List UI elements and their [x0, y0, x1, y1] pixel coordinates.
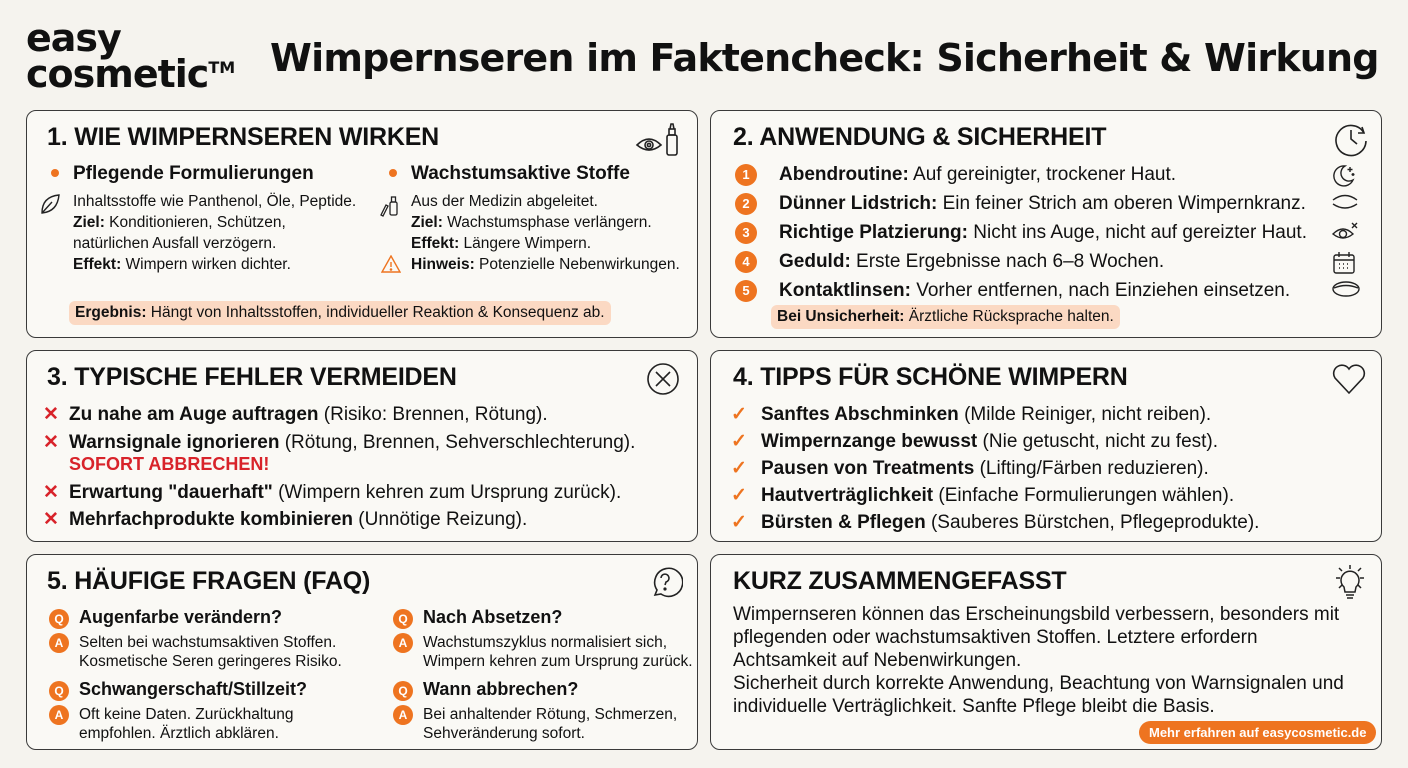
step-number: 4	[735, 251, 757, 273]
tip-item: ✓ Wimpernzange bewusst (Nie getuscht, nic…	[731, 431, 1219, 452]
moon-icon	[1331, 163, 1357, 192]
step-number: 5	[735, 280, 757, 302]
step-item: 1 Abendroutine: Auf gereinigter, trocken…	[735, 163, 1365, 187]
check-icon: ✓	[731, 404, 747, 425]
leaf-icon	[39, 193, 61, 220]
summary-paragraph: Wimpernseren können das Erscheinungsbild…	[733, 604, 1340, 671]
result-note: Ergebnis: Hängt von Inhaltsstoffen, indi…	[69, 301, 611, 325]
brand-logo: easy cosmeticTM	[26, 16, 236, 93]
summary-text: Wimpernseren können das Erscheinungsbild…	[733, 603, 1363, 718]
tip-item: ✓ Sanftes Abschminken (Milde Reiniger, ni…	[731, 404, 1212, 425]
learn-more-link[interactable]: Mehr erfahren auf easycosmetic.de	[1139, 721, 1377, 744]
check-icon: ✓	[731, 485, 747, 506]
mistake-item: ✕ Warnsignale ignorieren (Rötung, Brennen…	[43, 432, 636, 453]
summary-paragraph: Sicherheit durch korrekte Anwendung, Bea…	[733, 673, 1344, 717]
step-item: 5 Kontaktlinsen: Vorher entfernen, nach …	[735, 279, 1365, 303]
answer-badge: A	[49, 705, 69, 725]
brand-line2: cosmetic	[26, 52, 209, 96]
step-number: 3	[735, 222, 757, 244]
faq-answer: Wachstumszyklus normalisiert sich, Wimper…	[423, 634, 693, 670]
faq-answer: Selten bei wachstumsaktiven Stoffen. Kosm…	[79, 634, 342, 670]
card-summary: KURZ ZUSAMMENGEFASST Wimpernseren können…	[710, 554, 1382, 750]
brand-line1: easy	[26, 16, 122, 60]
step-number: 1	[735, 164, 757, 186]
card-lash-tips: 4. TIPPS FÜR SCHÖNE WIMPERN ✓ Sanftes Abs…	[710, 350, 1382, 542]
stop-warning: SOFORT ABBRECHEN!	[69, 454, 270, 474]
tip-item: ✓ Pausen von Treatments (Lifting/Färben r…	[731, 458, 1209, 479]
bullet-dot	[51, 169, 59, 177]
page-title: Wimpernseren im Faktencheck: Sicherheit …	[270, 36, 1380, 80]
contact-lens-icon	[1331, 279, 1361, 304]
mistake-item: ✕ Erwartung "dauerhaft" (Wimpern kehren z…	[43, 482, 622, 503]
check-icon: ✓	[731, 458, 747, 479]
x-circle-icon	[645, 361, 681, 402]
section-heading: KURZ ZUSAMMENGEFASST	[733, 567, 1067, 595]
faq-question: Wann abbrechen?	[423, 679, 579, 699]
step-item: 2 Dünner Lidstrich: Ein feiner Strich am…	[735, 192, 1365, 216]
trademark: TM	[208, 58, 236, 77]
lightbulb-icon	[1331, 563, 1369, 608]
section-heading: 5. HÄUFIGE FRAGEN (FAQ)	[47, 567, 371, 595]
step-item: 4 Geduld: Erste Ergebnisse nach 6–8 Woch…	[735, 250, 1365, 274]
heart-icon	[1331, 363, 1367, 400]
mistake-item: ✕ Zu nahe am Auge auftragen (Risiko: Bren…	[43, 404, 548, 425]
step-item: 3 Richtige Platzierung: Nicht ins Auge, …	[735, 221, 1365, 245]
section-heading: 3. TYPISCHE FEHLER VERMEIDEN	[47, 363, 457, 391]
column-title: Wachstumsaktive Stoffe	[411, 163, 630, 184]
column-title: Pflegende Formulierungen	[73, 163, 314, 184]
tip-item: ✓ Hautverträglichkeit (Einfache Formulier…	[731, 485, 1235, 506]
question-badge: Q	[49, 681, 69, 701]
eye-serum-icon	[635, 123, 679, 162]
x-mark-icon: ✕	[43, 482, 59, 503]
answer-badge: A	[49, 633, 69, 653]
x-mark-icon: ✕	[43, 509, 59, 530]
question-badge: Q	[393, 681, 413, 701]
section-heading: 2. ANWENDUNG & SICHERHEIT	[733, 123, 1107, 151]
column-body: Inhaltsstoffe wie Panthenol, Öle, Peptid…	[73, 193, 357, 273]
uncertainty-note: Bei Unsicherheit: Ärztliche Rücksprache …	[771, 305, 1120, 329]
x-mark-icon: ✕	[43, 432, 59, 453]
card-faq: 5. HÄUFIGE FRAGEN (FAQ) Q Augenfarbe ver…	[26, 554, 698, 750]
clock-icon	[1333, 121, 1369, 162]
faq-answer: Oft keine Daten. Zurückhaltung empfohlen.…	[79, 706, 294, 742]
faq-question: Augenfarbe verändern?	[79, 607, 283, 627]
section-heading: 1. WIE WIMPERNSEREN WIRKEN	[47, 123, 440, 151]
mistake-item: ✕ Mehrfachprodukte kombinieren (Unnötige …	[43, 509, 528, 530]
faq-question: Nach Absetzen?	[423, 607, 563, 627]
step-number: 2	[735, 193, 757, 215]
bullet-dot	[389, 169, 397, 177]
header: easy cosmeticTM Wimpernseren im Faktench…	[26, 18, 1386, 100]
calendar-icon	[1331, 250, 1357, 281]
question-bubble-icon	[647, 565, 684, 606]
answer-badge: A	[393, 633, 413, 653]
card-how-serums-work: 1. WIE WIMPERNSEREN WIRKEN Pflegende For…	[26, 110, 698, 338]
eye-x-icon	[1331, 221, 1359, 248]
dropper-icon	[379, 193, 399, 222]
question-badge: Q	[49, 609, 69, 629]
check-icon: ✓	[731, 512, 747, 533]
warning-icon	[380, 254, 402, 279]
x-mark-icon: ✕	[43, 404, 59, 425]
card-application-safety: 2. ANWENDUNG & SICHERHEIT 1 Abendroutine…	[710, 110, 1382, 338]
check-icon: ✓	[731, 431, 747, 452]
faq-answer: Bei anhaltender Rötung, Schmerzen, Sehver…	[423, 706, 678, 742]
column-body: Aus der Medizin abgeleitet. Ziel: Wachst…	[380, 191, 680, 275]
question-badge: Q	[393, 609, 413, 629]
faq-question: Schwangerschaft/Stillzeit?	[79, 679, 308, 699]
card-common-mistakes: 3. TYPISCHE FEHLER VERMEIDEN ✕ Zu nahe am…	[26, 350, 698, 542]
section-heading: 4. TIPPS FÜR SCHÖNE WIMPERN	[733, 363, 1128, 391]
answer-badge: A	[393, 705, 413, 725]
tip-item: ✓ Bürsten & Pflegen (Sauberes Bürstchen, …	[731, 512, 1260, 533]
closed-eye-icon	[1331, 192, 1359, 217]
